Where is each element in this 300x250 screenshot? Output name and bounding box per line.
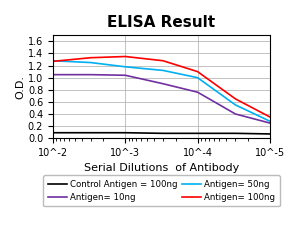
Antigen= 50ng [268, 120, 272, 123]
Antigen= 10ng [89, 73, 92, 76]
Title: ELISA Result: ELISA Result [107, 15, 215, 30]
Antigen= 10ng [268, 122, 272, 124]
Antigen= 50ng [161, 69, 165, 72]
Control Antigen = 100ng [51, 131, 55, 134]
Antigen= 100ng [196, 70, 200, 73]
Control Antigen = 100ng [196, 132, 200, 135]
Antigen= 100ng [161, 59, 165, 62]
Control Antigen = 100ng [268, 132, 272, 136]
Antigen= 10ng [196, 91, 200, 94]
Control Antigen = 100ng [234, 132, 237, 135]
X-axis label: Serial Dilutions  of Antibody: Serial Dilutions of Antibody [84, 164, 239, 173]
Antigen= 100ng [51, 60, 55, 63]
Line: Antigen= 50ng: Antigen= 50ng [53, 61, 270, 121]
Line: Antigen= 100ng: Antigen= 100ng [53, 56, 270, 117]
Antigen= 50ng [234, 104, 237, 106]
Antigen= 50ng [123, 65, 127, 68]
Y-axis label: O.D.: O.D. [15, 75, 25, 99]
Control Antigen = 100ng [123, 131, 127, 134]
Antigen= 50ng [89, 61, 92, 64]
Control Antigen = 100ng [89, 131, 92, 134]
Antigen= 100ng [234, 97, 237, 100]
Line: Antigen= 10ng: Antigen= 10ng [53, 75, 270, 123]
Antigen= 10ng [51, 73, 55, 76]
Antigen= 50ng [51, 59, 55, 62]
Antigen= 50ng [196, 76, 200, 79]
Legend: Control Antigen = 100ng, Antigen= 10ng, Antigen= 50ng, Antigen= 100ng: Control Antigen = 100ng, Antigen= 10ng, … [43, 176, 280, 206]
Antigen= 100ng [123, 55, 127, 58]
Antigen= 10ng [161, 82, 165, 85]
Line: Control Antigen = 100ng: Control Antigen = 100ng [53, 133, 270, 134]
Antigen= 100ng [268, 116, 272, 118]
Antigen= 10ng [234, 112, 237, 116]
Antigen= 100ng [89, 56, 92, 59]
Antigen= 10ng [123, 74, 127, 77]
Control Antigen = 100ng [161, 132, 165, 135]
